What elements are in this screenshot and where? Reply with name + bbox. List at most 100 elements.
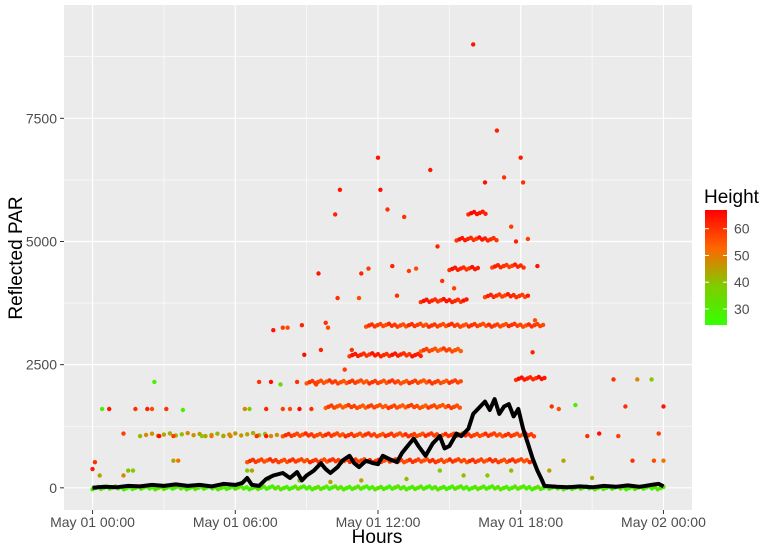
data-point [509,468,514,473]
data-point [494,238,499,243]
legend-label: 30 [734,301,750,317]
data-point [525,236,531,242]
data-point [250,430,256,436]
data-point [157,433,162,439]
data-point [285,325,290,330]
data-point [164,406,169,412]
data-point [318,347,324,353]
data-point [97,473,102,478]
data-point [513,239,519,244]
data-point [549,404,554,409]
data-point [328,479,333,485]
data-point [333,212,338,217]
data-point [437,468,442,473]
y-tick-label: 5000 [26,233,57,249]
data-point [404,476,409,482]
data-point [314,382,319,387]
axes: 0 2500 5000 7500 May 01 00:00 May 01 06:00 May… [26,110,706,530]
data-point [485,473,490,478]
data-point [167,431,173,436]
data-point [482,180,488,185]
data-point [451,286,457,291]
data-point [239,433,244,438]
data-point [471,42,476,47]
data-point [440,278,445,284]
legend-label: 50 [734,247,750,263]
data-point [509,224,514,229]
y-tick-label: 0 [49,480,57,496]
data-point [349,347,354,353]
data-point [242,406,247,412]
data-point [245,468,250,473]
data-point [152,379,157,385]
data-point [302,352,307,357]
data-point [171,458,176,463]
data-point [518,155,523,160]
data-point [121,473,126,478]
data-point [547,468,552,473]
x-tick-label: May 01 00:00 [50,514,135,530]
data-point [661,458,666,463]
y-axis-title: Reflected PAR [6,196,27,319]
data-point [413,266,419,271]
data-point [247,406,252,412]
data-point [530,350,535,355]
data-point [532,318,538,323]
x-tick-label: May 01 18:00 [478,514,563,530]
y-tick-label: 7500 [26,110,57,126]
data-point [494,128,500,133]
data-point [461,473,466,478]
data-point [418,353,423,359]
data-point [228,433,233,439]
y-tick-label: 2500 [26,357,57,373]
legend: Height 60 50 40 30 [704,187,760,325]
legend-title: Height [704,187,760,208]
data-point [199,433,205,439]
data-point [359,478,364,483]
data-point [299,323,305,328]
data-point [458,379,463,384]
data-point [378,187,383,192]
data-point [271,328,276,333]
data-point [280,406,285,412]
data-point [99,406,105,412]
data-point [589,475,595,481]
data-point [335,295,340,301]
data-point [221,433,226,439]
data-point [406,268,412,274]
data-point [245,432,250,437]
data-point [616,433,621,439]
data-point [385,207,390,212]
legend-label: 40 [734,274,750,290]
data-point [287,406,293,412]
data-point [531,434,537,439]
data-point [316,271,321,276]
data-point [651,458,657,463]
data-point [203,433,208,439]
data-point [215,431,220,436]
data-point [521,265,526,270]
data-point [661,404,666,409]
data-point [597,431,602,436]
data-point [520,180,526,185]
data-point [161,432,167,437]
data-point [297,406,302,412]
data-point [191,433,196,438]
legend-colorbar [705,210,727,325]
data-point [264,433,269,439]
data-point [630,458,635,463]
data-point [366,266,371,271]
data-point [356,295,362,301]
data-point [457,405,462,410]
data-point [309,406,314,412]
data-point [171,433,176,439]
data-point [342,367,347,372]
x-tick-label: May 01 06:00 [193,514,278,530]
data-point [268,433,274,439]
data-point [656,431,661,436]
data-point [428,167,433,173]
mean-line-layer [92,397,665,490]
data-point [390,263,395,269]
data-point [435,244,440,249]
data-point [254,433,259,439]
